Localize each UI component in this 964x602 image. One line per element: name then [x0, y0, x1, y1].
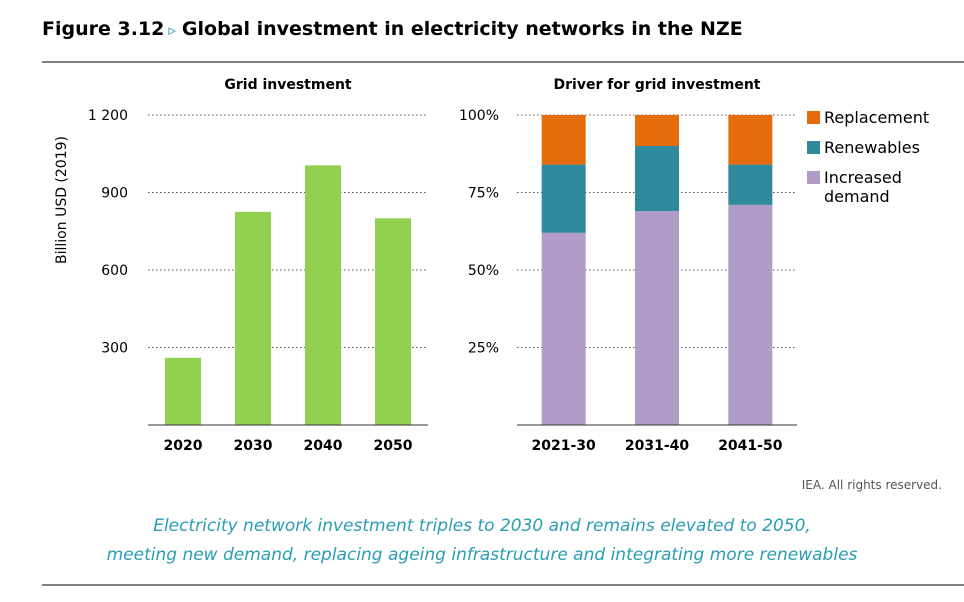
legend-swatch-replacement — [807, 111, 820, 124]
legend-label: demand — [824, 187, 890, 206]
right-bar-2031-40-replacement — [635, 115, 679, 146]
left-bar-2020 — [165, 357, 201, 425]
bottom-divider — [42, 584, 964, 586]
left-y-tick-label: 300 — [101, 341, 128, 357]
figure-title-text: Global investment in electricity network… — [181, 18, 743, 40]
left-y-tick-label: 900 — [101, 186, 128, 202]
legend-label: Increased — [824, 168, 902, 187]
left-x-tick-label: 2030 — [234, 438, 273, 454]
left-bar-2040 — [305, 165, 341, 425]
left-x-tick-label: 2020 — [164, 438, 203, 454]
legend-swatch-renewables — [807, 141, 820, 154]
source-note: IEA. All rights reserved. — [801, 478, 942, 492]
right-x-tick-label: 2041-50 — [718, 438, 783, 454]
left-bar-2030 — [235, 211, 271, 425]
right-bar-2021-30-replacement — [541, 115, 586, 165]
triangle-arrow-icon: ▹ — [168, 21, 176, 39]
caption-line-1: Electricity network investment triples t… — [153, 516, 811, 536]
right-bar-2021-30-increased-demand — [541, 232, 586, 425]
right-chart-title: Driver for grid investment — [554, 77, 761, 93]
right-y-tick-label: 75% — [468, 186, 499, 202]
left-bar-2050 — [375, 218, 411, 425]
right-x-tick-label: 2031-40 — [625, 438, 690, 454]
legend-label: Renewables — [824, 138, 920, 157]
left-y-tick-label: 600 — [101, 263, 128, 279]
left-y-tick-label: 1 200 — [88, 108, 128, 124]
right-x-tick-label: 2021-30 — [532, 438, 597, 454]
right-bar-2041-50-renewables — [728, 164, 773, 205]
left-x-tick-label: 2050 — [374, 438, 413, 454]
right-bar-2021-30-renewables — [541, 164, 586, 233]
caption-line-2: meeting new demand, replacing ageing inf… — [106, 545, 858, 565]
figure-label: Figure 3.12 — [42, 18, 165, 40]
right-bar-2041-50-increased-demand — [728, 204, 773, 425]
left-x-tick-label: 2040 — [304, 438, 343, 454]
right-bar-2031-40-increased-demand — [635, 211, 679, 425]
right-y-tick-label: 25% — [468, 341, 499, 357]
right-y-tick-label: 50% — [468, 263, 499, 279]
left-chart-title: Grid investment — [224, 77, 352, 93]
legend-swatch-increased-demand — [807, 171, 820, 184]
figure-title: Figure 3.12 ▹ Global investment in electri… — [42, 18, 743, 40]
right-y-tick-label: 100% — [459, 108, 499, 124]
legend-label: Replacement — [824, 108, 929, 127]
right-bar-2041-50-replacement — [728, 115, 773, 165]
charts-canvas: Grid investment 300 600 900 1 200 Billion USD… — [54, 77, 929, 454]
left-y-axis-label: Billion USD (2019) — [54, 136, 70, 264]
right-bar-2031-40-renewables — [635, 146, 679, 212]
top-divider — [42, 61, 964, 63]
figure-caption: Electricity network investment triples t… — [0, 512, 964, 570]
